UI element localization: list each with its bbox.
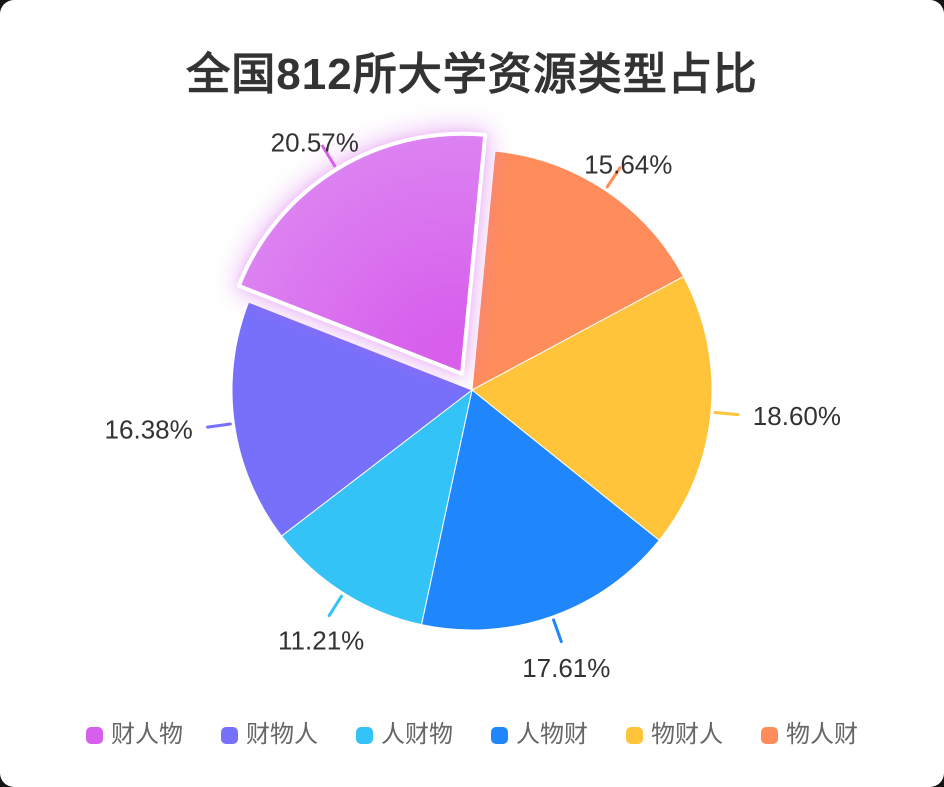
legend-item-label: 物人财 <box>786 721 858 748</box>
legend-item-物财人[interactable]: 物财人 <box>626 723 723 747</box>
legend-item-人财物[interactable]: 人财物 <box>356 723 453 747</box>
legend-item-label: 财物人 <box>246 721 318 748</box>
label-line-物人财 <box>605 166 622 189</box>
pie-slice-人财物[interactable] <box>281 389 473 626</box>
legend-item-label: 财人物 <box>111 721 183 748</box>
slice-percentage-label-物财人: 18.60% <box>753 401 841 431</box>
legend-item-物人财[interactable]: 物人财 <box>761 723 858 747</box>
slice-percentage-label-人物财: 17.61% <box>522 653 610 683</box>
label-line-人物财 <box>552 618 563 644</box>
legend-swatch-icon <box>626 726 643 744</box>
legend-swatch-icon <box>761 726 778 744</box>
legend-item-label: 物财人 <box>651 721 723 748</box>
legend-item-label: 人财物 <box>381 721 453 748</box>
slice-percentage-label-人财物: 11.21% <box>278 625 364 655</box>
label-line-物财人 <box>713 410 740 417</box>
label-line-人财物 <box>327 594 343 618</box>
pie-slice-人物财[interactable] <box>420 389 660 631</box>
slice-percentage-label-财人物: 20.57% <box>271 127 359 157</box>
legend-swatch-icon <box>221 726 238 744</box>
legend: 财人物 财物人 人财物 人物财 物财人 物人财 <box>0 723 944 747</box>
label-line-财物人 <box>206 422 232 429</box>
legend-swatch-icon <box>491 726 508 744</box>
slice-percentage-label-物人财: 15.64% <box>584 149 672 179</box>
pie-slice-财人物[interactable] <box>236 131 488 376</box>
label-line-财人物 <box>321 144 337 168</box>
pie-slice-财物人[interactable] <box>231 301 473 537</box>
slice-percentage-label-财物人: 16.38% <box>105 414 193 444</box>
chart-title: 全国812所大学资源类型占比 <box>186 50 758 99</box>
legend-item-财人物[interactable]: 财人物 <box>86 723 183 747</box>
pie-slice-物财人[interactable] <box>471 276 713 541</box>
legend-item-财物人[interactable]: 财物人 <box>221 723 318 747</box>
legend-swatch-icon <box>356 726 373 744</box>
legend-item-label: 人物财 <box>516 721 588 748</box>
legend-swatch-icon <box>86 726 103 744</box>
pie-slice-物人财[interactable] <box>471 150 685 391</box>
legend-item-人物财[interactable]: 人物财 <box>491 723 588 747</box>
